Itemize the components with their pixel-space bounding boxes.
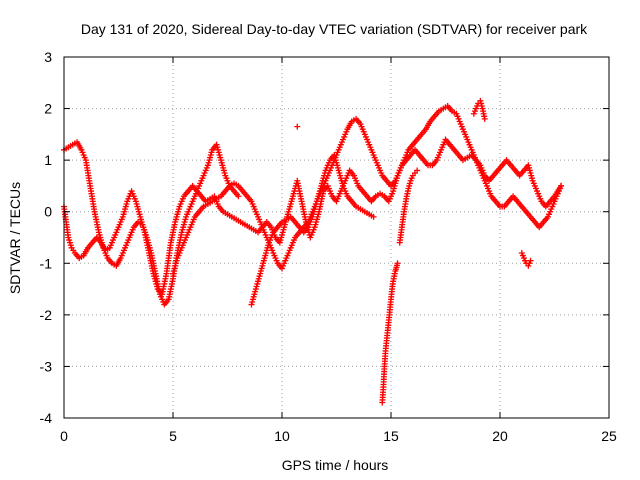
y-tick-label: 3 bbox=[44, 49, 52, 65]
y-tick-label: -1 bbox=[40, 255, 53, 271]
x-tick-label: 10 bbox=[274, 428, 290, 444]
y-tick-label: -4 bbox=[40, 410, 53, 426]
data-point-sat-b bbox=[235, 193, 242, 200]
data-point-sat-d bbox=[370, 213, 377, 220]
data-point-sat-i bbox=[294, 123, 301, 130]
y-tick-label: 2 bbox=[44, 101, 52, 117]
plot-frame bbox=[63, 56, 610, 419]
data-point-sat-f bbox=[414, 167, 421, 174]
y-tick-label: 1 bbox=[44, 152, 52, 168]
x-tick-label: 5 bbox=[169, 428, 177, 444]
x-axis-label: GPS time / hours bbox=[282, 457, 389, 473]
x-tick-label: 20 bbox=[492, 428, 508, 444]
y-tick-label: 0 bbox=[44, 204, 52, 220]
y-axis-label: SDTVAR / TECUs bbox=[7, 182, 23, 294]
data-point-sat-g bbox=[481, 115, 488, 122]
data-markers bbox=[61, 97, 565, 406]
y-tick-label: -3 bbox=[40, 358, 53, 374]
data-point-sat-e bbox=[394, 260, 401, 267]
x-tick-label: 15 bbox=[383, 428, 399, 444]
y-tick-label: -2 bbox=[40, 307, 53, 323]
x-tick-label: 25 bbox=[601, 428, 617, 444]
data-point-sat-h bbox=[527, 257, 534, 264]
x-tick-label: 0 bbox=[60, 428, 68, 444]
axis-ticks: 0 5 10 15 20 25 -4 -3 -2 -1 0 1 2 3 bbox=[40, 49, 617, 444]
chart-title: Day 131 of 2020, Sidereal Day-to-day VTE… bbox=[81, 21, 588, 37]
data-point-sat-c bbox=[558, 182, 565, 189]
